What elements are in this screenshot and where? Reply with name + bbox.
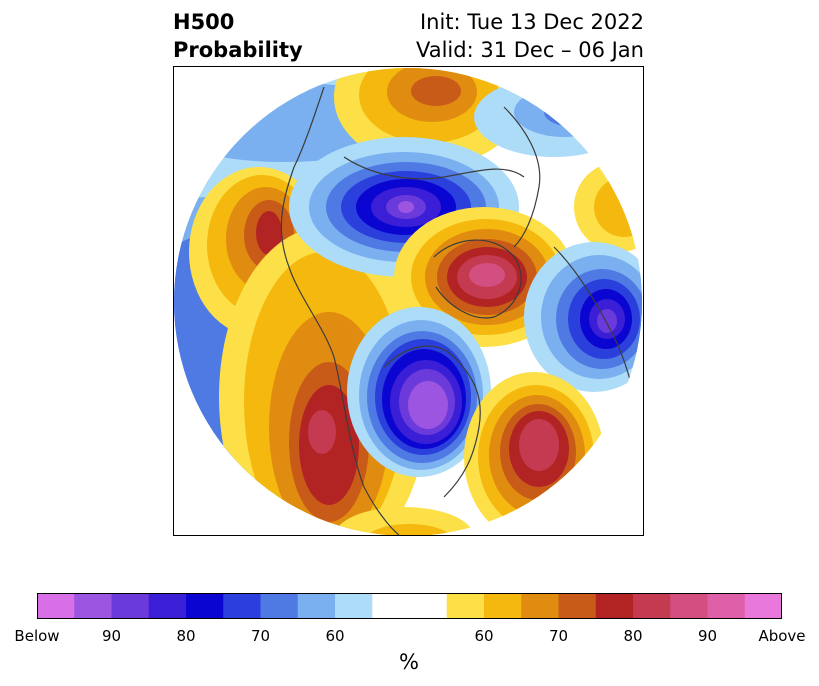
colorbar-cell (744, 593, 783, 619)
colorbar-tick-label: Below (14, 627, 60, 645)
colorbar-tick-label: 60 (325, 627, 345, 645)
title-right: Init: Tue 13 Dec 2022 Valid: 31 Dec – 06… (416, 8, 644, 64)
colorbar-cell (297, 593, 336, 619)
colorbar-cell (37, 593, 75, 619)
title-variable: H500 (173, 10, 235, 34)
colorbar-cell (670, 593, 708, 619)
colorbar-tick-label: 60 (474, 627, 494, 645)
colorbar-cell (260, 593, 299, 619)
colorbar-tick-label: 70 (548, 627, 569, 645)
colorbar-cell (372, 593, 410, 619)
colorbar-tick-label: 90 (697, 627, 718, 645)
title-field: Probability (173, 38, 303, 62)
colorbar-tick-label: 90 (101, 627, 122, 645)
colorbar-cell (558, 593, 597, 619)
colorbar-svg (37, 593, 783, 619)
colorbar-cell (707, 593, 746, 619)
colorbar-cell (223, 593, 261, 619)
colorbar-cell (335, 593, 373, 619)
colorbar-cell (111, 593, 150, 619)
colorbar-cell (409, 593, 448, 619)
probability-map (173, 66, 644, 536)
colorbar-unit: % (399, 650, 419, 674)
colorbar (37, 593, 783, 619)
init-date: Init: Tue 13 Dec 2022 (419, 10, 644, 34)
colorbar-cell (484, 593, 522, 619)
colorbar-cell (595, 593, 634, 619)
colorbar-cell (446, 593, 485, 619)
valid-range: Valid: 31 Dec – 06 Jan (415, 38, 644, 62)
colorbar-cell (521, 593, 559, 619)
colorbar-cell (633, 593, 671, 619)
colorbar-cell (186, 593, 224, 619)
colorbar-tick-label: 80 (176, 627, 196, 645)
colorbar-cell (74, 593, 112, 619)
colorbar-tick-label: 70 (250, 627, 271, 645)
title-left: H500 Probability (173, 8, 303, 64)
map-svg (174, 68, 642, 535)
map-field (174, 68, 642, 535)
colorbar-tick-label: Above (758, 627, 806, 645)
colorbar-tick-label: 80 (623, 627, 643, 645)
colorbar-cell (148, 593, 187, 619)
